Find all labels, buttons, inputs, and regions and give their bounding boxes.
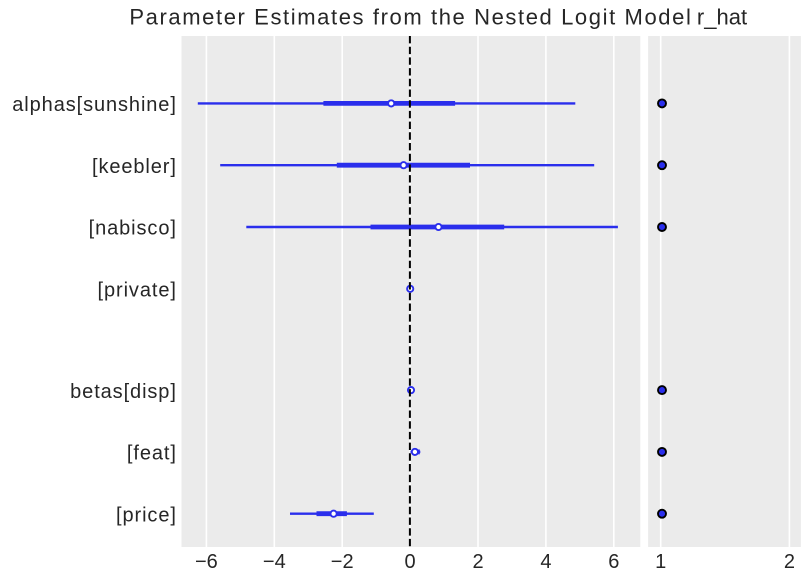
svg-text:1: 1 [655,551,666,573]
svg-text:−2: −2 [331,551,354,573]
svg-text:alphas[sunshine]: alphas[sunshine] [12,94,177,116]
svg-text:2: 2 [784,551,795,573]
svg-text:betas[disp]: betas[disp] [70,381,177,403]
svg-text:6: 6 [608,551,619,573]
svg-text:4: 4 [540,551,551,573]
svg-text:2: 2 [472,551,483,573]
svg-text:r_hat: r_hat [697,5,747,30]
svg-text:[private]: [private] [98,280,177,302]
svg-text:0: 0 [405,551,416,573]
svg-text:−6: −6 [195,551,218,573]
svg-text:Parameter Estimates from the N: Parameter Estimates from the Nested Logi… [129,5,692,30]
svg-text:[nabisco]: [nabisco] [89,218,177,240]
svg-text:[price]: [price] [116,504,177,526]
svg-text:[keebler]: [keebler] [92,156,177,178]
svg-text:−4: −4 [263,551,286,573]
svg-text:[feat]: [feat] [127,443,177,465]
